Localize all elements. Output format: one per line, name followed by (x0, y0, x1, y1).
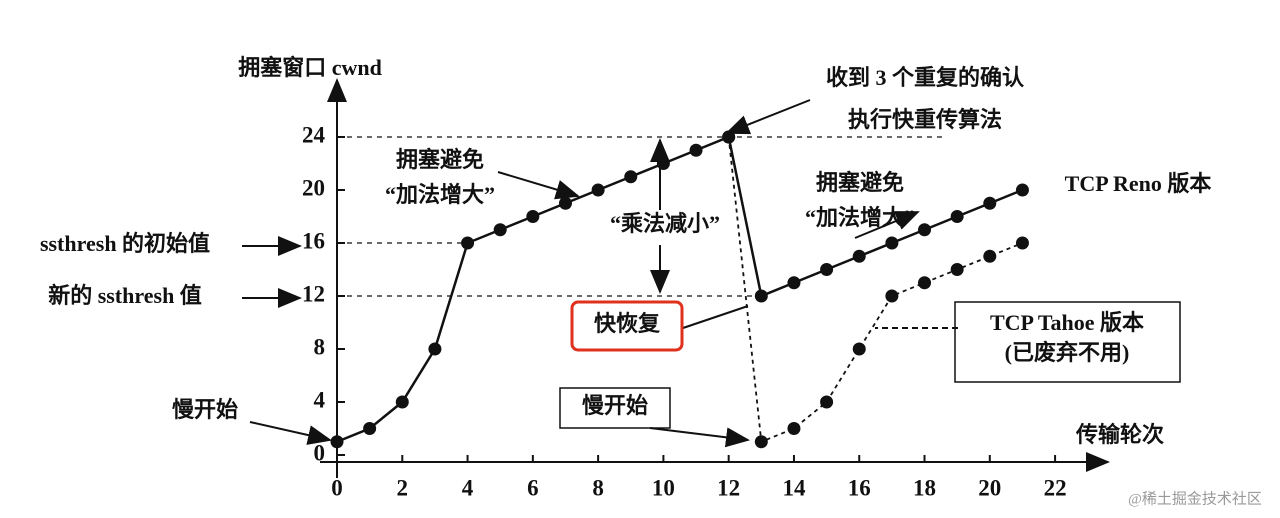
data-point (885, 289, 899, 303)
annotation: 拥塞避免 (396, 147, 484, 172)
annotation: 慢开始 (172, 397, 238, 422)
data-point (852, 342, 866, 356)
y-tick-label: 4 (314, 387, 326, 412)
annotation: 收到 3 个重复的确认 (826, 65, 1024, 90)
data-point (591, 183, 605, 197)
annotation: 执行快重传算法 (848, 107, 1002, 132)
annotation: ssthresh 的初始值 (40, 231, 210, 256)
y-tick-label: 24 (302, 122, 326, 147)
x-tick-label: 10 (652, 475, 675, 500)
x-tick-label: 8 (592, 475, 604, 500)
data-point (754, 435, 768, 449)
x-tick-label: 14 (782, 475, 806, 500)
annotation: “加法增大” (805, 205, 915, 230)
data-point (950, 210, 964, 223)
x-tick-label: 12 (717, 475, 740, 500)
x-tick-label: 22 (1044, 475, 1067, 500)
data-point (395, 395, 409, 409)
data-point (787, 422, 801, 435)
annotation: 快恢复 (594, 311, 661, 336)
annotation: “加法增大” (385, 182, 495, 207)
data-point (493, 223, 507, 237)
data-point (330, 435, 344, 449)
y-axis-label: 拥塞窗口 cwnd (238, 55, 382, 80)
x-tick-label: 6 (527, 475, 539, 500)
annotation: (已废弃不用) (1005, 340, 1130, 365)
series-line (336, 135, 1023, 443)
annotation: 慢开始 (582, 393, 648, 418)
y-tick-label: 0 (314, 440, 326, 465)
data-point (852, 249, 866, 263)
data-point (689, 143, 703, 157)
data-point (363, 422, 377, 435)
annotation-arrows (242, 78, 1181, 478)
x-tick-label: 4 (462, 475, 474, 500)
data-point (950, 263, 964, 276)
data-point (820, 395, 834, 409)
data-point (461, 236, 475, 250)
data-point (722, 130, 736, 144)
y-tick-label: 8 (314, 334, 326, 359)
data-point (918, 223, 932, 237)
data-point (918, 276, 932, 290)
data-point (428, 342, 442, 356)
data-point (754, 289, 768, 303)
data-point (983, 249, 997, 263)
x-tick-label: 0 (331, 475, 343, 500)
annotation: 新的 ssthresh 值 (48, 283, 202, 308)
annotation: 拥塞避免 (816, 170, 904, 195)
watermark: @稀土掘金技术社区 (1128, 490, 1262, 507)
data-point (787, 276, 801, 290)
x-tick-label: 18 (913, 475, 936, 500)
data-point (1015, 236, 1029, 250)
data-point (885, 236, 899, 250)
x-tick-label: 20 (978, 475, 1001, 500)
x-tick-label: 2 (397, 475, 409, 500)
y-tick-label: 12 (302, 281, 325, 306)
data-point (526, 210, 540, 223)
data-point (558, 196, 572, 210)
y-tick-label: 20 (302, 175, 325, 200)
data-point (983, 196, 997, 210)
data-point (624, 170, 638, 184)
y-tick-label: 16 (302, 228, 325, 253)
annotation: “乘法减小” (610, 211, 720, 236)
x-tick-label: 16 (848, 475, 871, 500)
series-label: TCP Reno 版本 (1065, 171, 1212, 196)
data-point (820, 263, 834, 276)
data-point (656, 157, 670, 170)
x-axis-label: 传输轮次 (1075, 422, 1164, 447)
data-point (1015, 183, 1029, 197)
series-label: TCP Tahoe 版本 (990, 310, 1144, 335)
